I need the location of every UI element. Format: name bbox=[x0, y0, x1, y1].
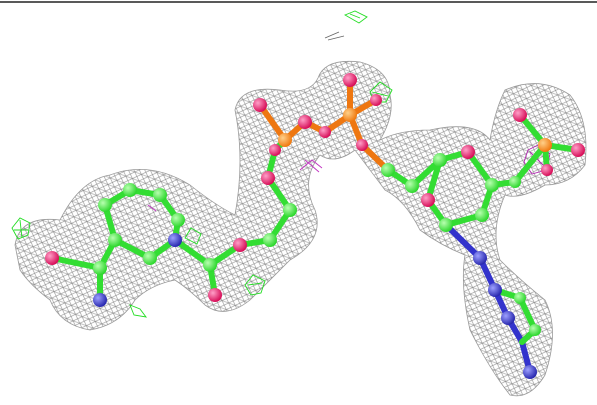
phosphorus-atoms bbox=[278, 108, 552, 152]
atoms bbox=[45, 73, 585, 379]
difference-map bbox=[11, 10, 551, 318]
oxygen-atoms bbox=[45, 73, 585, 302]
carbon-atoms bbox=[93, 153, 541, 336]
nitrogen-atoms bbox=[93, 233, 537, 379]
density-mesh bbox=[14, 60, 587, 397]
